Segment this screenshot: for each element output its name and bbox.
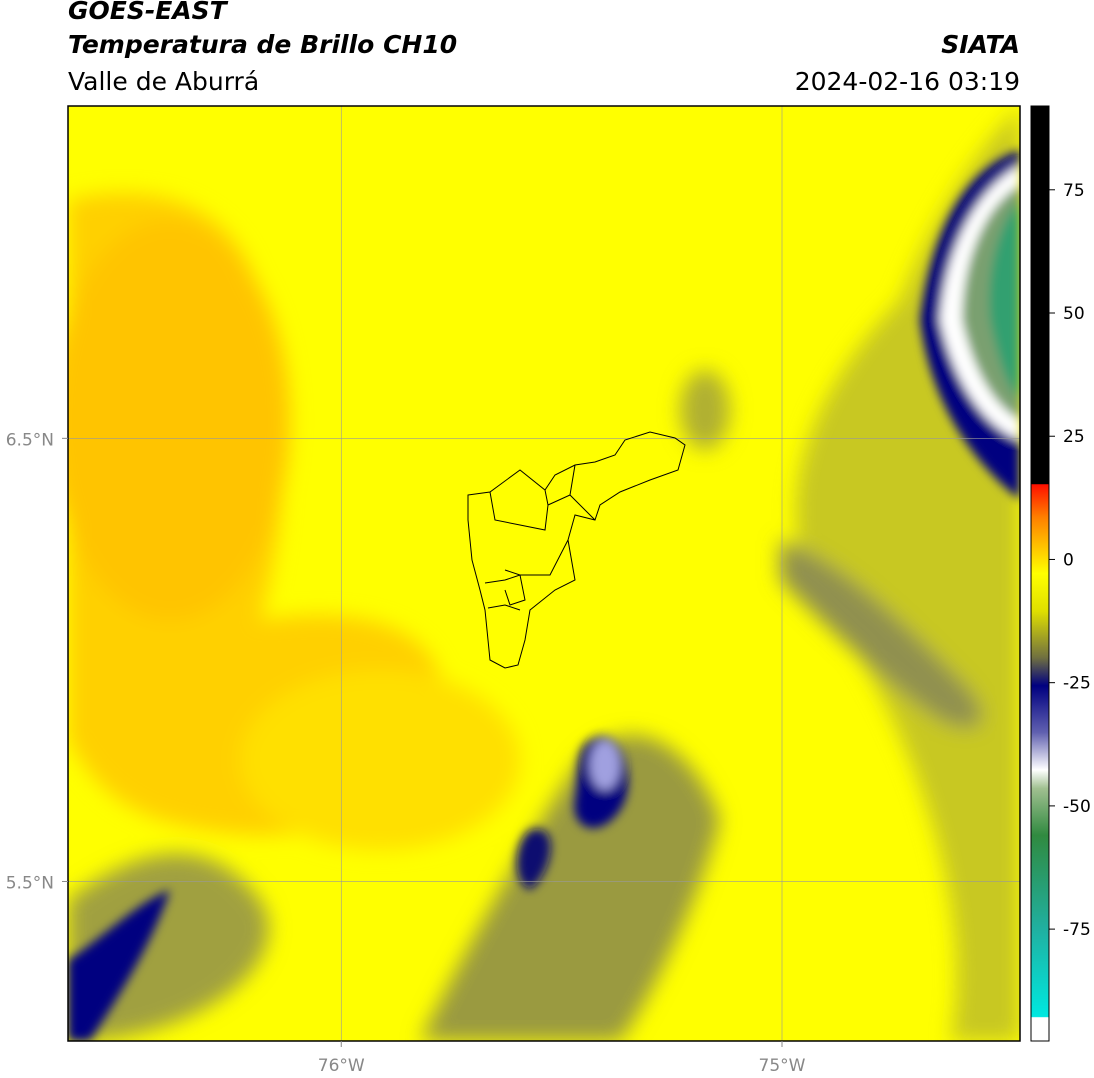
y-tick-label: 6.5°N bbox=[6, 430, 54, 450]
colorbar-label: 0 bbox=[1063, 550, 1074, 570]
x-tick-label: 75°W bbox=[759, 1056, 806, 1076]
colorbar-label: -25 bbox=[1063, 674, 1091, 694]
source: SIATA bbox=[941, 30, 1020, 59]
colorbar-label: -50 bbox=[1063, 797, 1091, 817]
colorbar-label: 25 bbox=[1063, 427, 1085, 447]
x-tick-label: 76°W bbox=[318, 1056, 365, 1076]
colorbar-label: 75 bbox=[1063, 181, 1085, 201]
subtitle: Temperatura de Brillo CH10 bbox=[68, 30, 457, 59]
colorbar bbox=[1030, 105, 1050, 1042]
raster bbox=[68, 106, 1020, 1041]
colorbar-label: 50 bbox=[1063, 304, 1085, 324]
title: GOES-EAST bbox=[68, 0, 229, 25]
timestamp: 2024-02-16 03:19 bbox=[795, 67, 1020, 96]
graticule bbox=[68, 106, 1020, 1041]
y-tick-label: 5.5°N bbox=[6, 873, 54, 893]
colorbar-label: -75 bbox=[1063, 920, 1091, 940]
map-frame bbox=[67, 105, 1021, 1042]
valley-outline bbox=[467, 431, 686, 669]
region: Valle de Aburrá bbox=[68, 67, 259, 96]
